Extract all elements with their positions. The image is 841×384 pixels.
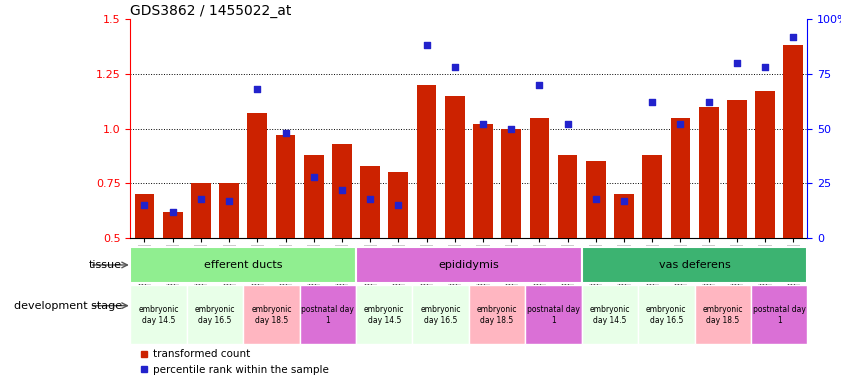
Bar (360, 166, 380, 238)
Bar (187, 285, 243, 344)
Point (222, 198, 235, 204)
Point (674, 121, 687, 127)
Bar (389, 172, 408, 238)
Point (505, 126, 518, 132)
Bar (135, 194, 155, 238)
Bar (586, 162, 606, 238)
Bar (699, 107, 718, 238)
Text: GDS3862 / 1455022_at: GDS3862 / 1455022_at (130, 4, 292, 18)
Bar (582, 285, 638, 344)
Point (336, 187, 349, 193)
Point (278, 130, 292, 136)
Bar (473, 124, 493, 238)
Point (702, 99, 716, 106)
Bar (783, 45, 803, 238)
Point (363, 195, 377, 202)
Bar (163, 212, 182, 238)
Point (138, 202, 151, 208)
Bar (356, 285, 412, 344)
Bar (501, 129, 521, 238)
Bar (416, 85, 436, 238)
Text: embryonic
day 14.5: embryonic day 14.5 (590, 305, 630, 324)
Text: postnatal day
1: postnatal day 1 (301, 305, 354, 324)
Point (392, 202, 405, 208)
Point (561, 121, 574, 127)
Bar (582, 247, 807, 283)
Bar (526, 285, 582, 344)
Point (532, 82, 546, 88)
Point (251, 86, 264, 92)
Point (730, 60, 743, 66)
Bar (276, 135, 295, 238)
Text: embryonic
day 18.5: embryonic day 18.5 (702, 305, 743, 324)
Bar (614, 194, 634, 238)
Text: epididymis: epididymis (438, 260, 500, 270)
Text: postnatal day
1: postnatal day 1 (753, 305, 806, 324)
Bar (638, 285, 695, 344)
Text: tissue: tissue (89, 260, 122, 270)
Point (307, 174, 320, 180)
Bar (530, 118, 549, 238)
Bar (220, 184, 239, 238)
Point (759, 64, 772, 70)
Bar (412, 285, 468, 344)
Text: embryonic
day 14.5: embryonic day 14.5 (138, 305, 179, 324)
Bar (332, 144, 352, 238)
Point (617, 198, 631, 204)
Bar (247, 113, 267, 238)
Bar (130, 247, 356, 283)
Bar (468, 285, 526, 344)
Text: embryonic
day 14.5: embryonic day 14.5 (364, 305, 405, 324)
Point (589, 195, 602, 202)
Text: postnatal day
1: postnatal day 1 (527, 305, 580, 324)
Bar (299, 285, 356, 344)
Text: development stage: development stage (13, 301, 122, 311)
Point (646, 99, 659, 106)
Point (786, 34, 800, 40)
Bar (558, 155, 578, 238)
Bar (670, 118, 690, 238)
Bar (643, 155, 662, 238)
Bar (727, 100, 747, 238)
Bar (445, 96, 464, 238)
Bar (243, 285, 299, 344)
Point (448, 64, 462, 70)
Text: embryonic
day 18.5: embryonic day 18.5 (251, 305, 292, 324)
Point (194, 195, 208, 202)
Text: embryonic
day 18.5: embryonic day 18.5 (477, 305, 517, 324)
Text: embryonic
day 16.5: embryonic day 16.5 (420, 305, 461, 324)
Legend: transformed count, percentile rank within the sample: transformed count, percentile rank withi… (135, 345, 333, 379)
Text: efferent ducts: efferent ducts (204, 260, 283, 270)
Text: embryonic
day 16.5: embryonic day 16.5 (646, 305, 686, 324)
Point (476, 121, 489, 127)
Text: embryonic
day 16.5: embryonic day 16.5 (195, 305, 235, 324)
Text: vas deferens: vas deferens (659, 260, 730, 270)
Bar (191, 184, 211, 238)
Bar (304, 155, 324, 238)
Bar (751, 285, 807, 344)
Bar (356, 247, 582, 283)
Bar (755, 91, 775, 238)
Bar (130, 285, 187, 344)
Point (420, 42, 433, 48)
Bar (695, 285, 751, 344)
Point (166, 209, 179, 215)
